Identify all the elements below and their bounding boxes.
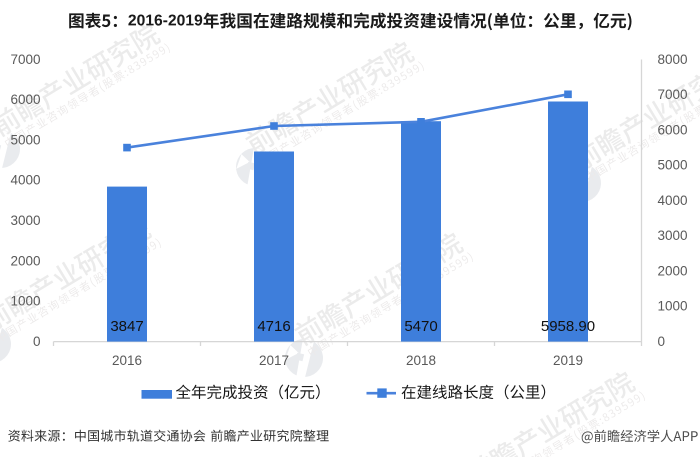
svg-text:6000: 6000 [658,122,688,137]
svg-text:2017: 2017 [259,353,289,368]
svg-text:1000: 1000 [10,294,40,309]
svg-text:6000: 6000 [10,92,40,107]
svg-text:3847: 3847 [110,318,143,335]
svg-text:2016: 2016 [112,353,142,368]
svg-text:2018: 2018 [406,353,436,368]
svg-text:5958.90: 5958.90 [541,318,595,335]
svg-text:4716: 4716 [257,318,290,335]
svg-text:3000: 3000 [658,228,688,243]
svg-text:3000: 3000 [10,213,40,228]
svg-text:0: 0 [658,334,666,349]
svg-text:0: 0 [33,334,41,349]
svg-text:5000: 5000 [658,158,688,173]
svg-text:1000: 1000 [658,299,688,314]
svg-text:4000: 4000 [658,193,688,208]
svg-text:7000: 7000 [10,52,40,67]
svg-text:7000: 7000 [658,87,688,102]
svg-text:2019: 2019 [553,353,583,368]
svg-text:5470: 5470 [404,318,437,335]
svg-text:2000: 2000 [10,253,40,268]
svg-text:8000: 8000 [658,52,688,67]
svg-text:5000: 5000 [10,132,40,147]
svg-text:2000: 2000 [658,263,688,278]
svg-text:4000: 4000 [10,173,40,188]
